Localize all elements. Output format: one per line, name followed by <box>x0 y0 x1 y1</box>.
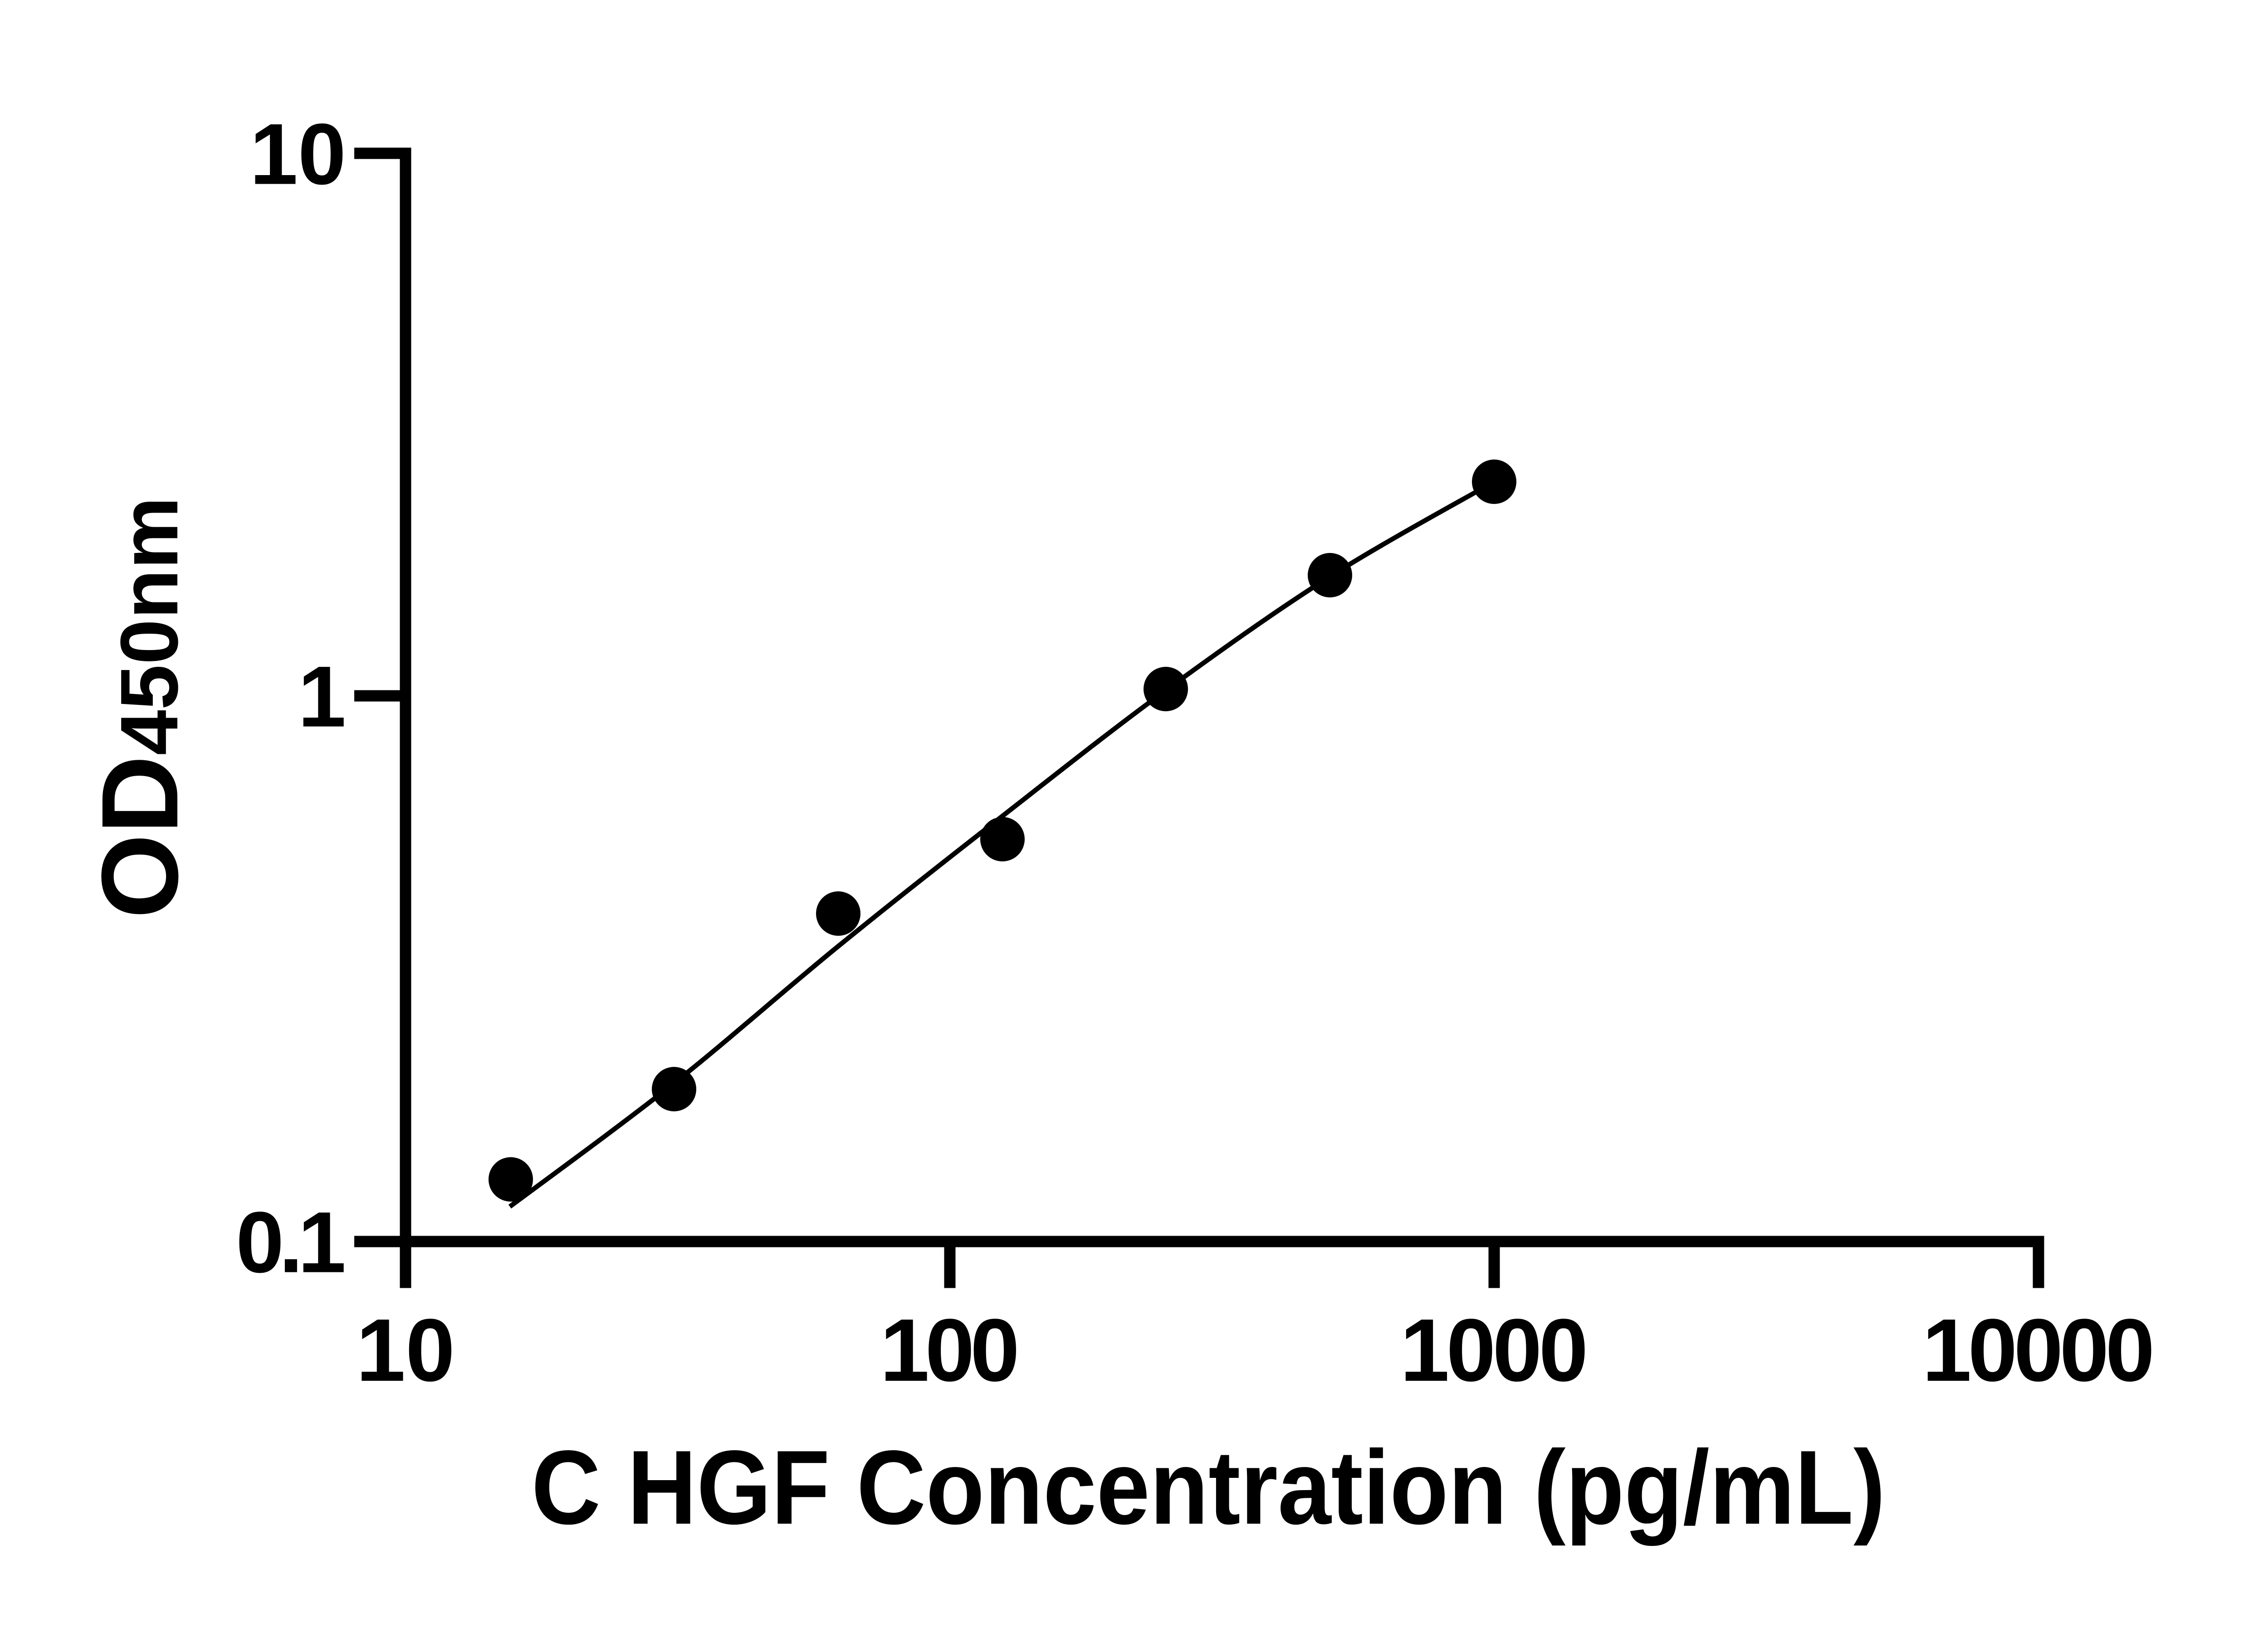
svg-text:1000: 1000 <box>1400 1301 1589 1400</box>
svg-text:OD450nm: OD450nm <box>79 497 200 919</box>
svg-text:10000: 10000 <box>1922 1301 2155 1400</box>
svg-text:0.1: 0.1 <box>236 1194 346 1291</box>
svg-text:1: 1 <box>298 649 346 745</box>
svg-text:10: 10 <box>250 106 346 203</box>
svg-text:100: 100 <box>880 1301 1020 1400</box>
svg-text:10: 10 <box>356 1301 455 1400</box>
svg-text:C HGF Concentration (pg/mL): C HGF Concentration (pg/mL) <box>532 1429 1886 1546</box>
